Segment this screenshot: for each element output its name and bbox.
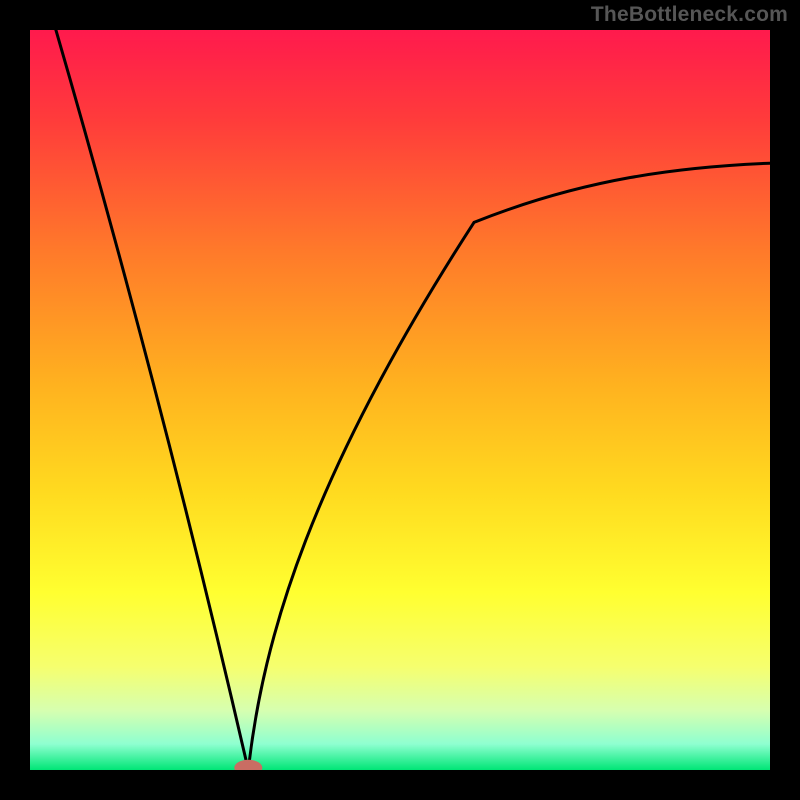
- gradient-background: [30, 30, 770, 770]
- plot-area: [30, 30, 770, 770]
- watermark-text: TheBottleneck.com: [591, 3, 788, 27]
- chart-container: TheBottleneck.com: [0, 0, 800, 800]
- bottleneck-chart: [30, 30, 770, 770]
